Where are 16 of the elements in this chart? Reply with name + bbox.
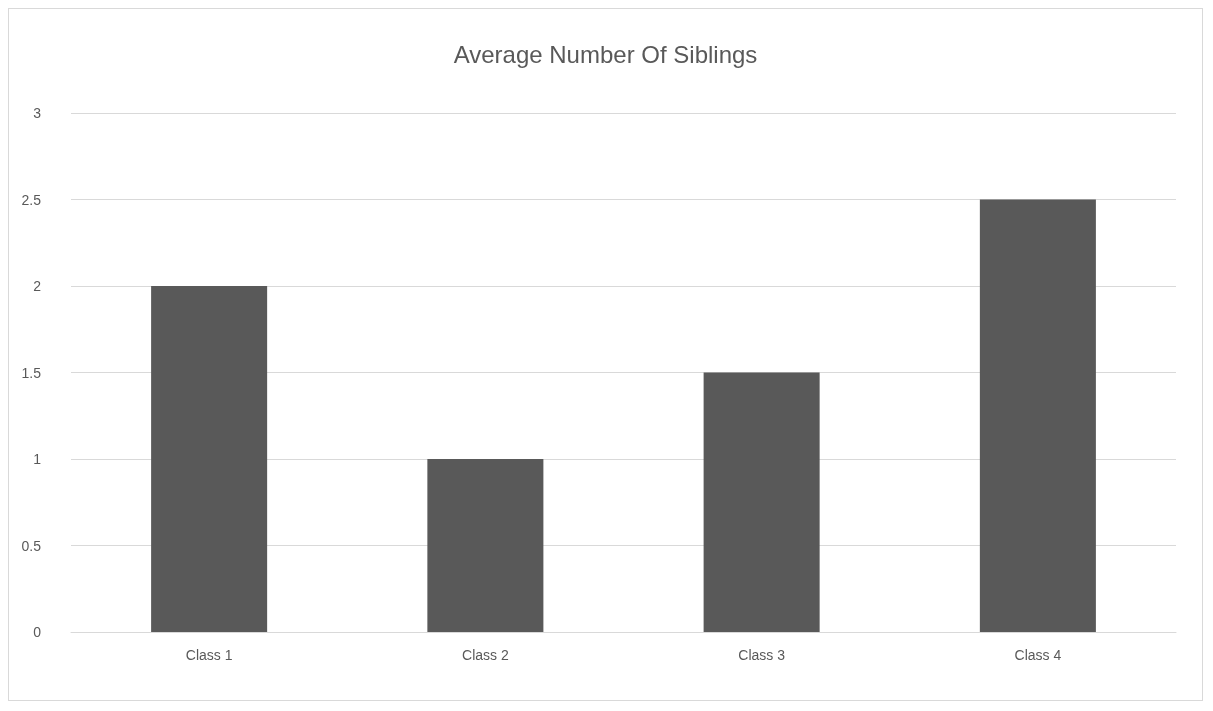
chart-title: Average Number Of Siblings	[453, 40, 758, 68]
y-tick-label: 3	[33, 105, 42, 121]
y-tick-label: 1.5	[21, 364, 42, 381]
y-tick-label: 0	[33, 624, 42, 640]
y-tick-label: 1	[33, 451, 42, 467]
x-tick-label: Class 4	[1014, 647, 1062, 663]
bar	[979, 199, 1096, 632]
y-tick-label: 2.5	[21, 191, 42, 208]
x-tick-label: Class 1	[185, 647, 233, 663]
y-tick-label: 0.5	[21, 537, 42, 554]
x-tick-label: Class 3	[738, 647, 786, 663]
x-tick-label: Class 2	[462, 647, 509, 663]
bar	[703, 372, 820, 632]
y-tick-label: 2	[33, 278, 42, 294]
bar	[427, 459, 544, 632]
bar	[151, 286, 268, 632]
